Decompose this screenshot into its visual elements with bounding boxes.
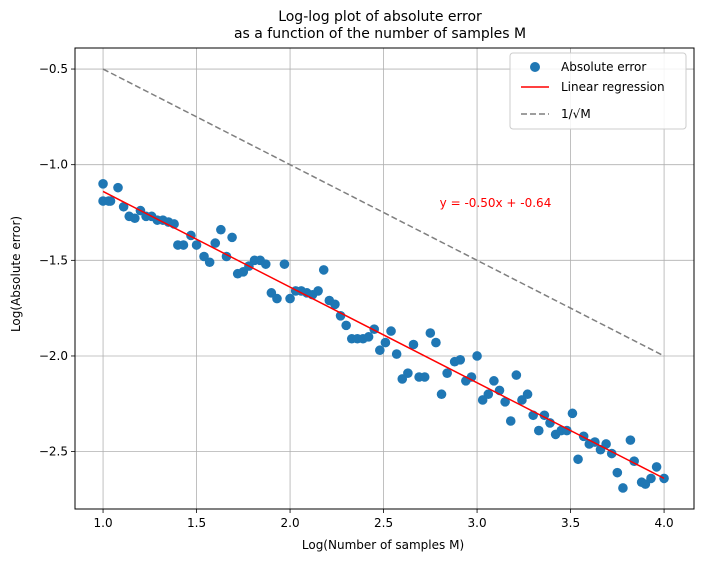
scatter-point <box>341 320 351 331</box>
scatter-point <box>618 483 628 493</box>
scatter-point <box>455 354 466 365</box>
x-tick-label: 2.5 <box>374 516 393 530</box>
legend-label-inverse-sqrt: 1/√M <box>561 107 591 121</box>
scatter-point <box>210 238 221 248</box>
legend-label-linear-regression: Linear regression <box>561 80 665 94</box>
y-tick-label: −1.0 <box>39 158 68 172</box>
y-tick-label: −2.0 <box>39 349 68 363</box>
legend-box <box>509 52 687 130</box>
scatter-point <box>505 416 516 426</box>
scatter-point <box>178 240 189 250</box>
scatter-point <box>659 473 669 484</box>
scatter-point <box>130 213 140 224</box>
scatter-point <box>573 454 583 465</box>
scatter-point <box>313 286 323 296</box>
scatter-point <box>511 370 522 380</box>
y-tick-label: −1.5 <box>39 253 68 267</box>
scatter-point <box>260 259 271 269</box>
y-tick-label: −2.5 <box>39 445 68 459</box>
x-tick-label: 2.0 <box>281 516 300 530</box>
scatter-point <box>279 259 290 269</box>
legend: Absolute error Linear regression 1/√M <box>509 52 687 130</box>
scatter-point <box>408 339 419 350</box>
scatter-point <box>419 372 430 382</box>
scatter-point <box>625 435 636 445</box>
scatter-point <box>425 328 436 338</box>
axis-ticks: 1.0 1.5 2.0 2.5 3.0 3.5 4.0 −0.5 −1.0 −1.5 −2.0 −2.… <box>39 62 674 530</box>
legend-label-absolute-error: Absolute error <box>561 60 646 74</box>
x-tick-label: 3.5 <box>561 516 580 530</box>
scatter-point <box>318 265 329 275</box>
scatter-point <box>285 293 295 304</box>
scatter-point <box>651 462 662 472</box>
series-line-linear-regression <box>102 190 665 480</box>
scatter-point <box>118 201 129 212</box>
scatter-point <box>533 425 544 436</box>
regression-equation-annotation: y = -0.50x + -0.64 <box>440 196 552 210</box>
x-tick-label: 4.0 <box>655 516 674 530</box>
scatter-point <box>216 224 226 235</box>
scatter-point <box>601 439 611 449</box>
scatter-point <box>391 349 402 359</box>
scatter-point <box>330 299 340 310</box>
y-tick-label: −0.5 <box>39 62 68 76</box>
legend-marker-absolute-error <box>530 62 540 72</box>
scatter-point <box>204 257 215 268</box>
scatter-point <box>483 389 494 400</box>
scatter-point <box>646 473 656 484</box>
plot-frame <box>74 47 695 510</box>
scatter-point <box>500 397 510 407</box>
x-tick-label: 3.0 <box>468 516 487 530</box>
series-line-1-m <box>102 68 665 357</box>
scatter-point <box>612 467 623 478</box>
scatter-point <box>436 389 447 400</box>
x-tick-label: 1.0 <box>94 516 113 530</box>
scatter-point <box>380 337 391 348</box>
scatter-point <box>431 337 441 348</box>
plot-series <box>98 68 669 493</box>
scatter-point <box>105 196 116 206</box>
scatter-point <box>272 293 282 304</box>
scatter-point <box>489 376 499 386</box>
scatter-point <box>375 345 385 356</box>
scatter-point <box>567 408 578 419</box>
scatter-point <box>191 240 202 250</box>
scatter-point <box>113 182 123 193</box>
scatter-point <box>227 232 237 243</box>
scatter-point <box>403 368 413 378</box>
x-tick-label: 1.5 <box>187 516 206 530</box>
scatter-point <box>98 179 108 189</box>
y-axis-label: Log(Absolute error) <box>9 216 23 332</box>
scatter-point <box>472 351 482 361</box>
scatter-point <box>522 389 533 400</box>
chart-title-line-2: as a function of the number of samples M <box>234 26 526 42</box>
chart-title-line-1: Log-log plot of absolute error <box>278 9 482 25</box>
x-axis-label: Log(Number of samples M) <box>302 538 464 552</box>
scatter-point <box>386 326 396 336</box>
scatter-point <box>442 368 452 378</box>
scatter-point <box>363 332 374 342</box>
